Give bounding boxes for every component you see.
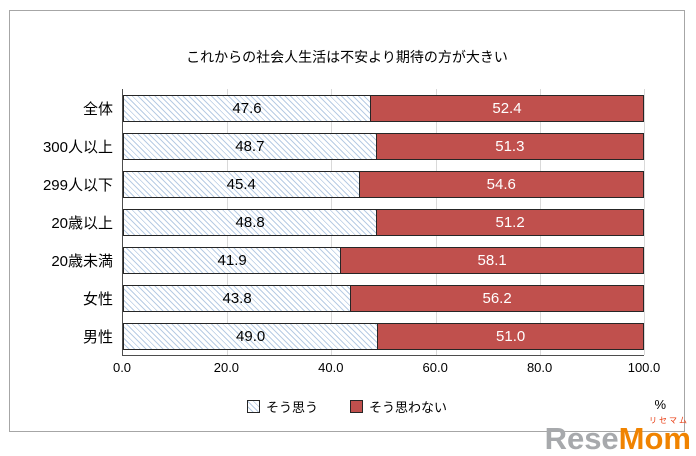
bar-row: 43.8 56.2 — [123, 279, 644, 317]
bar-row: 45.4 54.6 — [123, 165, 644, 203]
bar-row: 48.7 51.3 — [123, 127, 644, 165]
bar-row: 41.9 58.1 — [123, 241, 644, 279]
x-tick-label: 60.0 — [422, 360, 448, 375]
bar-row: 47.6 52.4 — [123, 89, 644, 127]
gridline — [644, 89, 645, 355]
x-axis: 0.0 20.0 40.0 60.0 80.0 100.0 — [113, 356, 660, 376]
segment-think-so: 48.8 — [123, 208, 378, 236]
legend-swatch-dont-think-so — [350, 400, 363, 413]
segment-think-so: 45.4 — [123, 170, 360, 198]
resemom-katakana-label: リセマム — [649, 416, 689, 425]
resemom-logo-orange: Mom — [618, 421, 691, 456]
bar-value-label: 45.4 — [226, 175, 256, 193]
stacked-bar: 43.8 56.2 — [123, 284, 644, 312]
bar-value-label: 47.6 — [232, 99, 262, 117]
legend-item-think-so: そう思う — [246, 397, 318, 416]
category-label: 女性 — [82, 290, 113, 308]
bar-value-label: 48.7 — [235, 137, 265, 155]
segment-dont-think-so: 52.4 — [370, 94, 644, 122]
bar-value-label: 48.8 — [235, 213, 265, 231]
legend-label-dont-think-so: そう思わない — [369, 400, 448, 415]
bar-value-label: 43.8 — [222, 289, 252, 307]
category-label: 300人以上 — [42, 138, 113, 156]
bar-value-label: 58.1 — [477, 251, 507, 269]
bar-value-label: 51.0 — [496, 327, 526, 345]
segment-dont-think-so: 51.2 — [377, 208, 644, 236]
segment-think-so: 43.8 — [123, 284, 352, 312]
category-label: 全体 — [82, 100, 113, 118]
segment-dont-think-so: 56.2 — [351, 284, 644, 312]
plot-wrap: 47.6 52.4 48.7 51.3 45.4 54.6 48.8 51.2 41.9 58.1… — [113, 89, 660, 376]
bar-row: 49.0 51.0 — [123, 317, 644, 355]
segment-think-so: 47.6 — [123, 94, 371, 122]
chart-title: これからの社会人生活は不安より期待の方が大きい — [186, 49, 508, 65]
resemom-logo-gray: Rese — [544, 421, 619, 456]
segment-dont-think-so: 58.1 — [341, 246, 644, 274]
segment-think-so: 48.7 — [123, 132, 377, 160]
axis-unit-label: % — [654, 397, 666, 412]
resemom-watermark: リセマム ReseMom — [544, 417, 691, 456]
bar-value-label: 51.2 — [495, 213, 525, 231]
category-label: 299人以下 — [42, 176, 113, 194]
stacked-bar: 48.8 51.2 — [123, 208, 644, 236]
segment-dont-think-so: 51.3 — [376, 132, 644, 160]
segment-think-so: 49.0 — [123, 322, 379, 350]
legend-swatch-think-so — [246, 400, 260, 413]
category-label: 男性 — [82, 328, 113, 346]
legend-label-think-so: そう思う — [265, 400, 318, 415]
bar-value-label: 51.3 — [495, 137, 525, 155]
stacked-bar: 41.9 58.1 — [123, 246, 644, 274]
stacked-bar: 45.4 54.6 — [123, 170, 644, 198]
legend-item-dont-think-so: そう思わない — [350, 397, 447, 416]
category-axis: 全体 300人以上 299人以下 20歳以上 20歳未満女性男性 — [18, 89, 122, 376]
bar-value-label: 54.6 — [486, 175, 516, 193]
plot-area: 47.6 52.4 48.7 51.3 45.4 54.6 48.8 51.2 41.9 58.1… — [122, 89, 645, 356]
bar-row: 48.8 51.2 — [123, 203, 644, 241]
stacked-bar: 49.0 51.0 — [123, 322, 644, 350]
chart-frame: これからの社会人生活は不安より期待の方が大きい 全体 300人以上 299人以下 20… — [9, 10, 685, 432]
legend: そう思う そう思わない — [10, 397, 684, 416]
bar-value-label: 52.4 — [492, 99, 522, 117]
bar-value-label: 41.9 — [217, 251, 247, 269]
category-label: 20歳未満 — [51, 252, 113, 270]
x-tick-label: 80.0 — [526, 360, 553, 375]
bar-value-label: 49.0 — [236, 327, 266, 345]
x-tick-label: 100.0 — [627, 360, 661, 375]
x-tick-label: 20.0 — [213, 360, 240, 375]
stacked-bar: 47.6 52.4 — [123, 94, 644, 122]
segment-dont-think-so: 54.6 — [359, 170, 644, 198]
chart-area: 全体 300人以上 299人以下 20歳以上 20歳未満女性男性 47.6 52.4 48.… — [18, 89, 660, 376]
segment-dont-think-so: 51.0 — [378, 322, 644, 350]
bar-value-label: 56.2 — [482, 289, 512, 307]
x-tick-label: 40.0 — [318, 360, 344, 375]
segment-think-so: 41.9 — [123, 246, 342, 274]
category-label: 20歳以上 — [51, 214, 113, 232]
x-tick-label: 0.0 — [112, 360, 132, 375]
stacked-bar: 48.7 51.3 — [123, 132, 644, 160]
bar-rows: 47.6 52.4 48.7 51.3 45.4 54.6 48.8 51.2 41.9 58.1… — [123, 89, 644, 355]
